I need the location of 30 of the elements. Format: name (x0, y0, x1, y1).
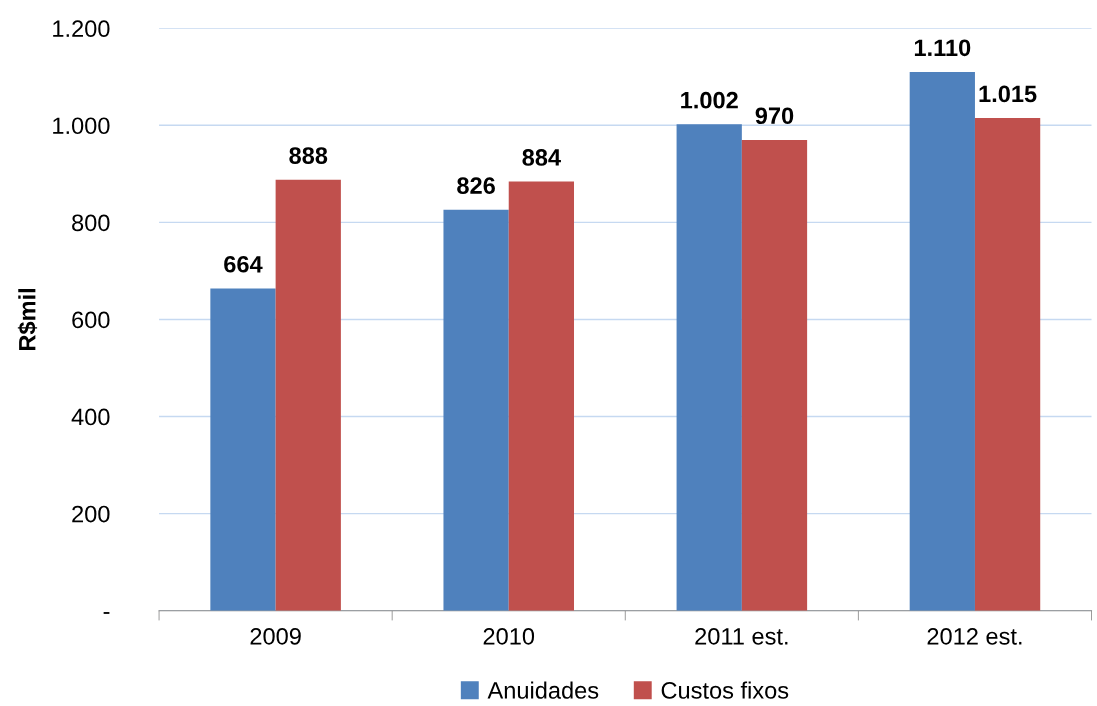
bar (741, 139, 808, 611)
y-axis-title: R$mil (17, 288, 38, 351)
data-label: 884 (522, 149, 561, 166)
data-label: 664 (224, 255, 263, 273)
x-tick-label: 2011 est. (695, 627, 788, 645)
bar (508, 181, 575, 611)
y-tick-label: 800 (72, 214, 110, 232)
y-tick-label: - (103, 612, 110, 614)
data-label: 1.002 (681, 91, 738, 109)
bar (909, 71, 975, 611)
y-tick-label: 400 (71, 408, 110, 426)
bar (210, 288, 276, 611)
bar (676, 124, 742, 611)
y-tick-label: 1.000 (53, 117, 110, 135)
data-label: 970 (755, 107, 794, 125)
y-tick-label: 200 (72, 505, 110, 523)
y-tick-label: 600 (72, 311, 110, 329)
data-label: 888 (289, 147, 328, 164)
y-tick-label: 1.200 (53, 20, 110, 38)
data-label: 1.015 (979, 85, 1037, 103)
x-tick-label: 2009 (250, 627, 301, 645)
bar (275, 179, 341, 611)
x-tick-label: 2012 est. (927, 627, 1022, 645)
legend-label: Custos fixos (661, 681, 789, 699)
x-tick-label: 2010 (483, 627, 535, 645)
legend-label: Anuidades (487, 681, 599, 699)
data-label: 826 (457, 177, 495, 194)
data-label: 1.110 (914, 39, 971, 57)
bar (974, 118, 1041, 611)
bar (443, 209, 509, 611)
